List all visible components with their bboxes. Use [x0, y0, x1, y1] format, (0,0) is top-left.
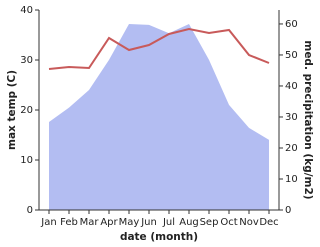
y2-axis-label: med. precipitation (kg/m2) [302, 40, 314, 199]
y-tick-label: 0 [27, 205, 33, 216]
y-tick-label: 40 [20, 5, 33, 16]
y-axis-label: max temp (C) [6, 70, 18, 150]
x-tick-label: Dec [259, 217, 278, 228]
y2-tick-label: 40 [285, 81, 298, 92]
x-tick-label: Aug [179, 217, 199, 228]
x-tick-label: Sep [200, 217, 219, 228]
x-tick-label: May [119, 217, 140, 228]
precipitation-area [49, 23, 269, 210]
y2-tick-label: 30 [285, 112, 298, 123]
y2-tick-label: 10 [285, 174, 298, 185]
x-tick-label: Oct [220, 217, 237, 228]
y2-tick-label: 20 [285, 143, 298, 154]
x-tick-label: Jul [162, 217, 175, 228]
x-axis-label: date (month) [120, 231, 198, 243]
x-tick-label: Jun [140, 217, 157, 228]
y2-tick-label: 0 [285, 205, 291, 216]
x-tick-label: Mar [80, 217, 100, 228]
temp-line [48, 27, 270, 70]
x-tick-label: Jan [40, 217, 56, 228]
y-tick-label: 20 [20, 105, 33, 116]
x-tick-label: Feb [60, 217, 78, 228]
y-tick-label: 10 [20, 155, 33, 166]
x-tick-label: Nov [239, 217, 259, 228]
y2-tick-label: 60 [285, 19, 298, 30]
y2-tick-label: 50 [285, 50, 298, 61]
x-tick-label: Apr [100, 217, 118, 228]
y-tick-label: 30 [20, 55, 33, 66]
